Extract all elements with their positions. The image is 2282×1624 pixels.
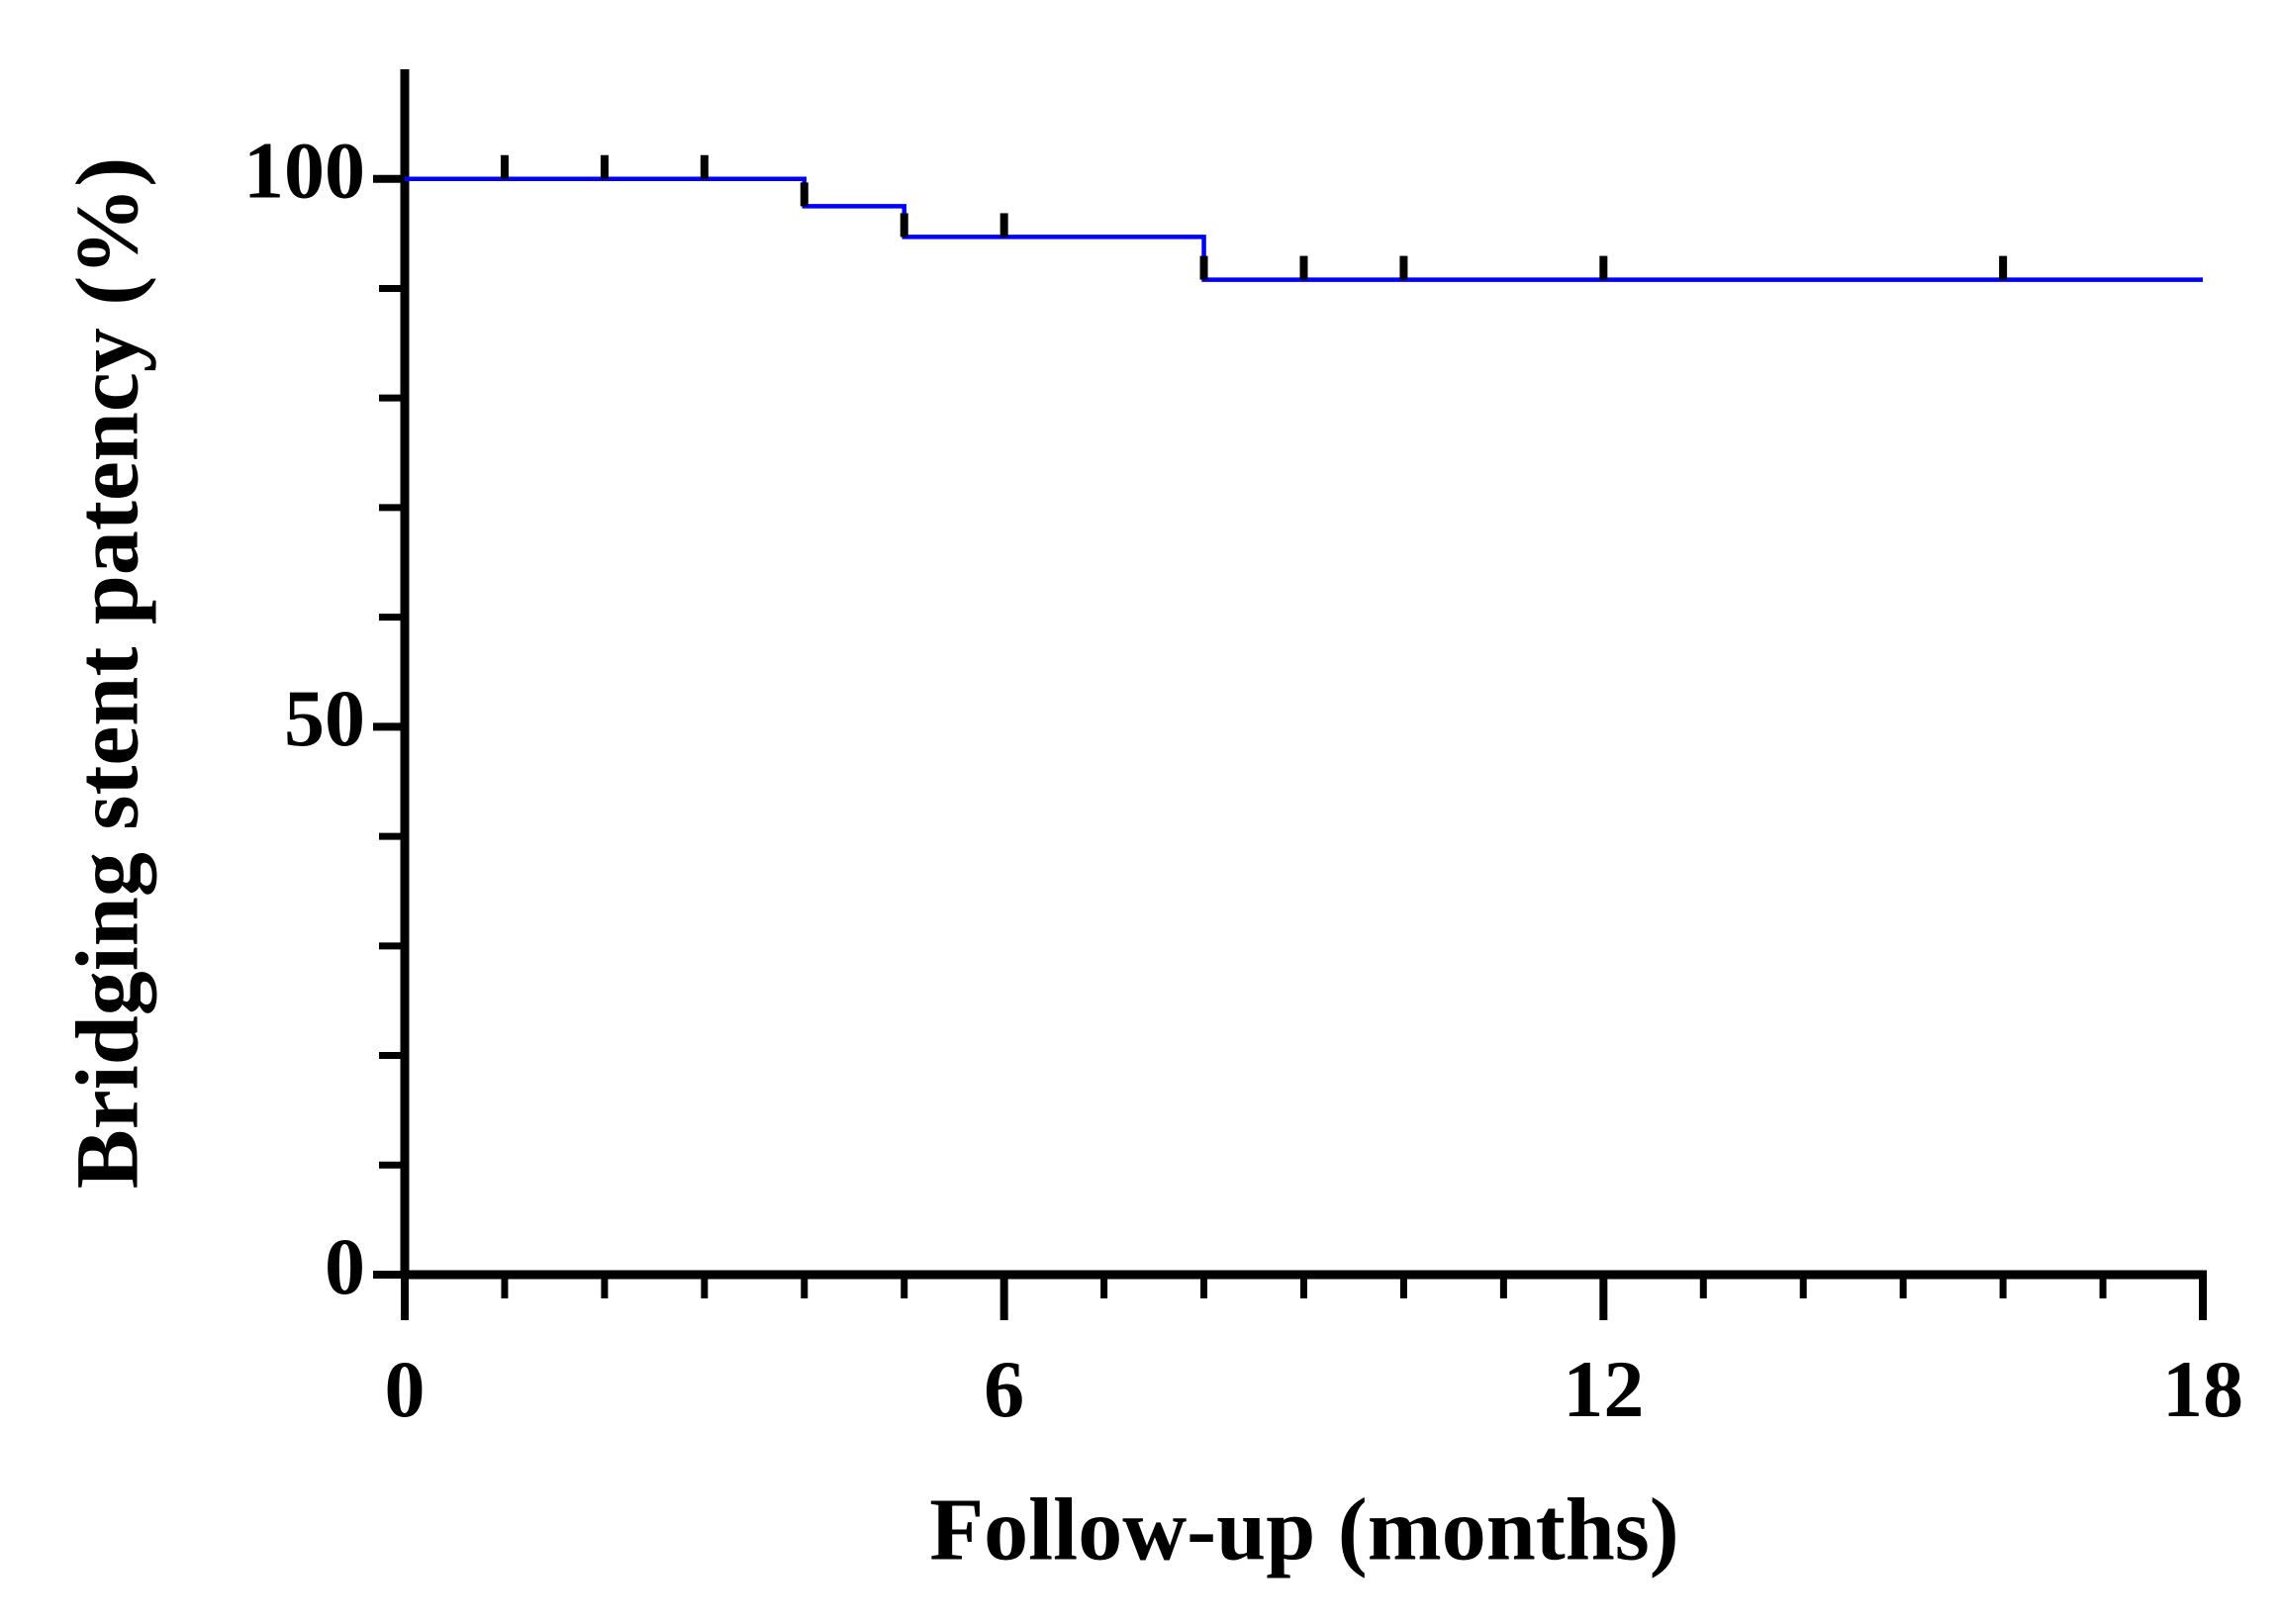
y-axis-label: Bridging stent patency (%) — [59, 157, 157, 1189]
y-tick-label: 50 — [284, 673, 365, 763]
x-tick-label: 6 — [984, 1344, 1024, 1434]
x-tick-label: 12 — [1563, 1344, 1644, 1434]
x-tick-label: 0 — [385, 1344, 426, 1434]
x-tick-label: 18 — [2162, 1344, 2243, 1434]
y-tick-label: 0 — [325, 1221, 365, 1311]
x-axis-label: Follow-up (months) — [929, 1481, 1679, 1579]
y-tick-label: 100 — [243, 126, 365, 216]
